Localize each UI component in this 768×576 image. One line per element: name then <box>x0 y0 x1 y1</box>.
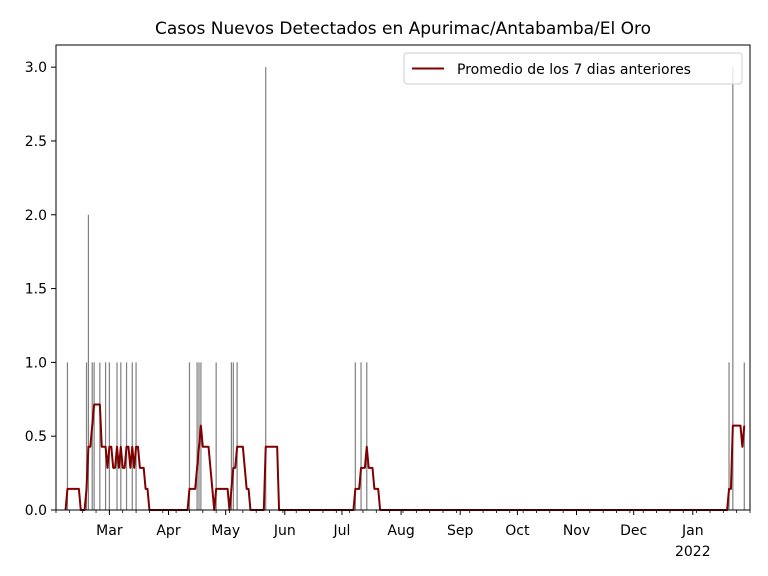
x-axis: Mar Apr May Jun Jul Aug Sep Oct Nov Dec Jan 2022 <box>55 510 751 560</box>
bar <box>87 214 90 510</box>
bar <box>188 362 191 510</box>
bar <box>232 362 234 510</box>
y-tick-label: 3.0 <box>25 60 47 76</box>
bar <box>108 362 110 510</box>
x-tick-label: Sep <box>447 523 474 539</box>
y-tick-label: 1.0 <box>25 355 47 371</box>
bar <box>120 362 122 510</box>
bar <box>728 362 730 510</box>
legend-box <box>403 52 743 85</box>
bar <box>131 362 133 510</box>
bar <box>360 362 362 510</box>
x-tick-label: Apr <box>156 523 180 539</box>
bar <box>230 362 233 510</box>
legend: Promedio de los 7 dias anteriores <box>403 52 743 85</box>
x-tick-label: Dec <box>620 523 647 539</box>
x-tick-label: Jun <box>273 523 296 539</box>
bar <box>125 362 128 510</box>
x-tick-label: Nov <box>563 523 590 539</box>
y-tick-label: 2.5 <box>25 134 47 150</box>
chart-title: Casos Nuevos Detectados en Apurimac/Anta… <box>155 19 651 39</box>
bar <box>135 362 137 510</box>
y-tick-label: 0.0 <box>25 503 47 519</box>
legend-label: Promedio de los 7 dias anteriores <box>457 62 691 78</box>
bar <box>215 362 217 510</box>
x-tick-label: May <box>211 523 240 539</box>
y-tick-label: 0.5 <box>25 429 47 445</box>
bar <box>265 67 267 511</box>
x-tick-label: Oct <box>505 523 530 539</box>
bar <box>366 362 368 510</box>
plot-area: 0.0 0.5 1.0 1.5 2.0 2.5 3.0 Mar Apr May Jun Jul Aug… <box>25 44 751 560</box>
bar <box>196 362 198 510</box>
bar <box>116 362 118 510</box>
bar <box>236 362 238 510</box>
bar <box>99 362 101 510</box>
y-tick-label: 2.0 <box>25 208 47 224</box>
bar <box>104 362 107 510</box>
x-tick-label: Jul <box>333 523 351 539</box>
x-tick-label: Aug <box>387 523 414 539</box>
bar <box>93 362 95 510</box>
x-tick-label: Mar <box>96 523 123 539</box>
bar <box>354 362 356 510</box>
bar <box>732 67 734 511</box>
x-tick-label: Jan <box>681 523 704 539</box>
bar <box>66 362 69 510</box>
y-axis: 0.0 0.5 1.0 1.5 2.0 2.5 3.0 <box>25 60 56 519</box>
x-tick-sublabel: 2022 <box>675 544 711 560</box>
y-tick-label: 1.5 <box>25 282 47 298</box>
bar <box>85 362 88 510</box>
